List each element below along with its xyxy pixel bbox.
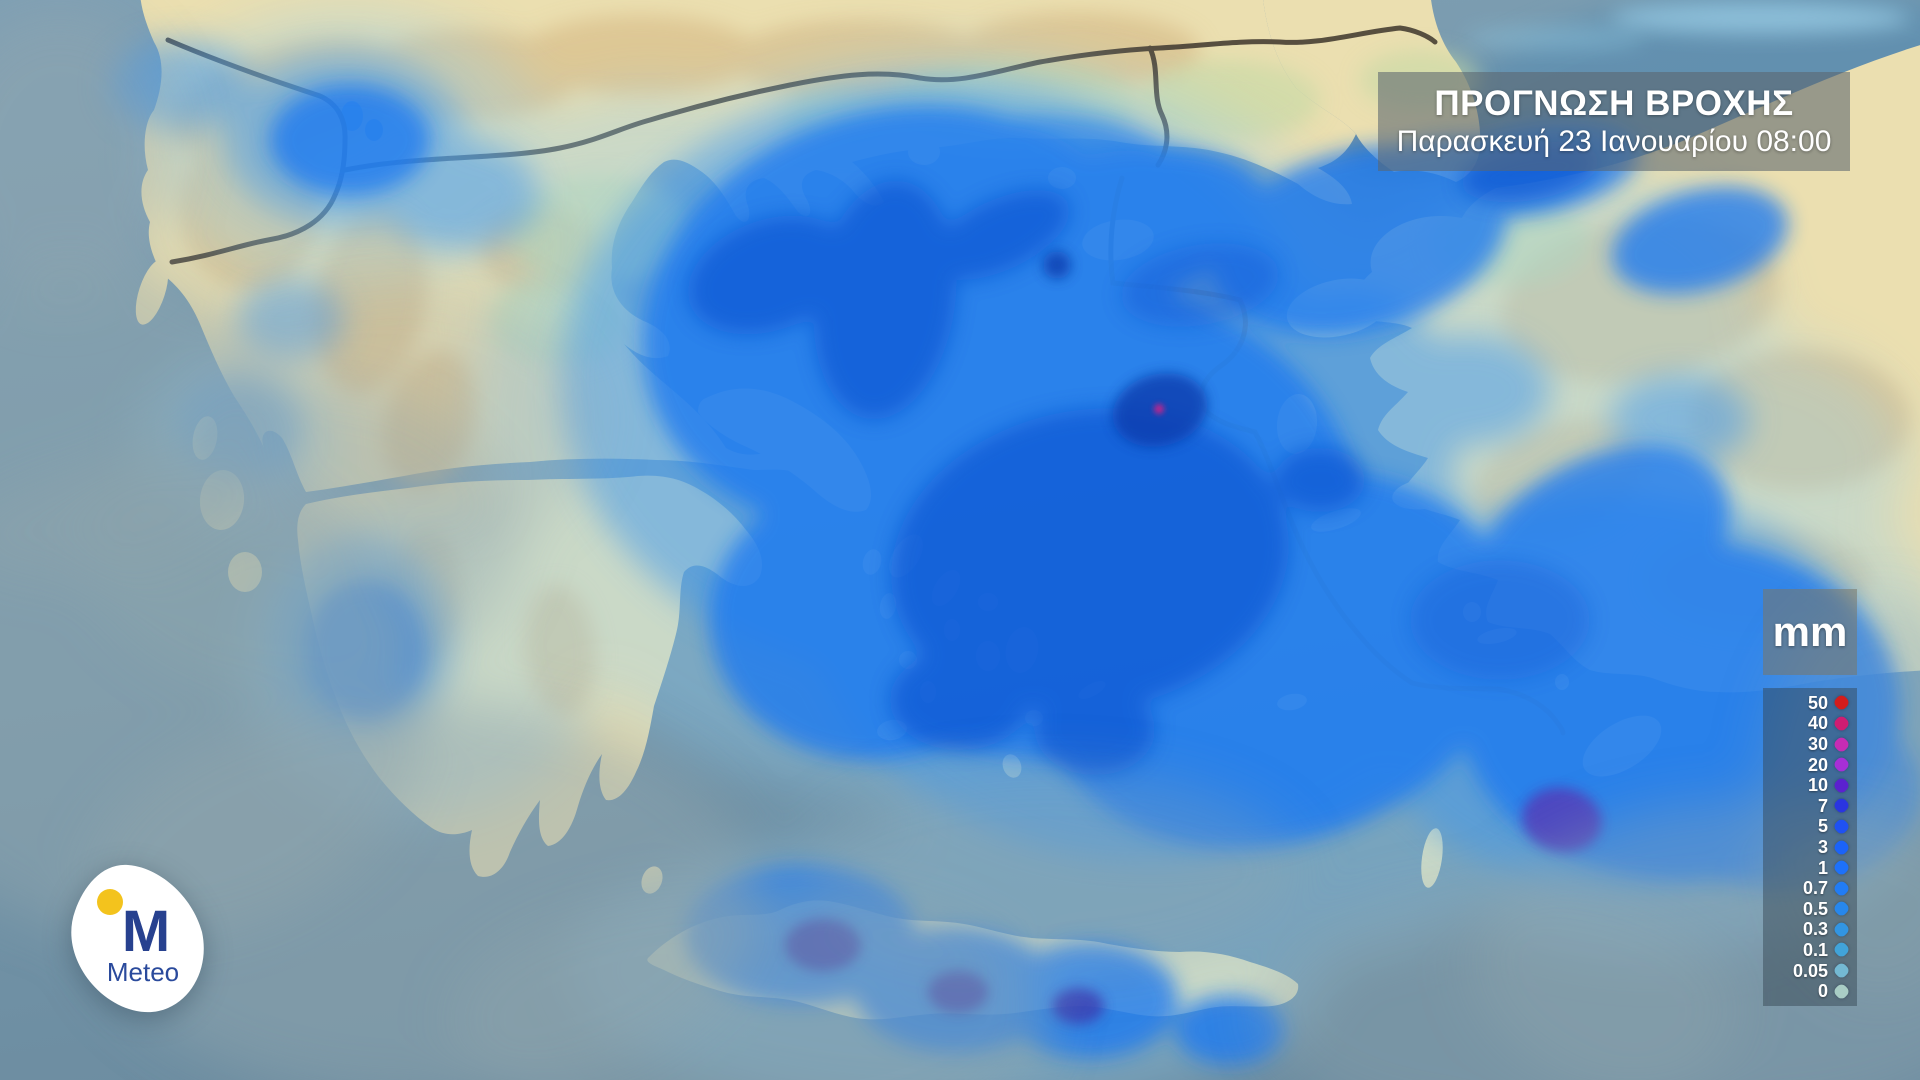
legend-value: 0.1 xyxy=(1802,939,1828,960)
rain-legend: 50 40 30 20 10 7 5 3 1 0.7 xyxy=(1763,688,1857,1006)
legend-value: 20 xyxy=(1807,754,1828,775)
legend-value: 7 xyxy=(1817,795,1828,816)
legend-row: 40 xyxy=(1763,713,1857,734)
forecast-title: ΠΡΟΓΝΩΣΗ ΒΡΟΧΗΣ xyxy=(1434,83,1794,123)
legend-color-marker xyxy=(1832,776,1851,795)
legend-row: 7 xyxy=(1763,796,1857,817)
legend-row: 3 xyxy=(1763,837,1857,858)
legend-unit-box: mm xyxy=(1763,589,1857,675)
legend-value: 10 xyxy=(1807,775,1828,796)
legend-color-marker xyxy=(1832,734,1851,754)
legend-value: 0.3 xyxy=(1802,919,1828,940)
legend-value: 40 xyxy=(1807,713,1828,734)
legend-color-marker xyxy=(1832,714,1851,733)
legend-color-marker xyxy=(1832,837,1851,857)
legend-color-marker xyxy=(1832,878,1851,898)
legend-color-marker xyxy=(1832,981,1851,1001)
meteo-logo-graphic: M Meteo xyxy=(71,864,204,1013)
legend-value: 0.5 xyxy=(1802,898,1828,919)
legend-color-marker xyxy=(1832,920,1851,939)
legend-value: 50 xyxy=(1807,692,1828,713)
legend-color-marker xyxy=(1832,693,1851,713)
legend-row: 0.3 xyxy=(1763,919,1857,940)
legend-value: 0.05 xyxy=(1792,960,1828,981)
legend-color-marker xyxy=(1832,940,1851,960)
logo-brand-text: Meteo xyxy=(107,957,179,987)
legend-value: 30 xyxy=(1807,734,1828,755)
legend-row: 0.1 xyxy=(1763,940,1857,961)
logo-monogram: M xyxy=(122,899,170,964)
legend-row: 10 xyxy=(1763,775,1857,796)
legend-row: 0.7 xyxy=(1763,878,1857,899)
legend-row: 30 xyxy=(1763,734,1857,755)
legend-color-marker xyxy=(1832,817,1851,836)
legend-row: 0 xyxy=(1763,981,1857,1002)
forecast-title-box: ΠΡΟΓΝΩΣΗ ΒΡΟΧΗΣ Παρασκευή 23 Ιανουαρίου … xyxy=(1378,72,1850,171)
fog-layer xyxy=(0,10,1920,1080)
legend-value: 5 xyxy=(1817,816,1828,837)
legend-row: 20 xyxy=(1763,754,1857,775)
legend-value: 0.7 xyxy=(1802,878,1828,899)
legend-row: 5 xyxy=(1763,816,1857,837)
forecast-datetime: Παρασκευή 23 Ιανουαρίου 08:00 xyxy=(1396,124,1832,158)
legend-row: 1 xyxy=(1763,857,1857,878)
legend-unit-label: mm xyxy=(1772,608,1848,655)
legend-row: 0.05 xyxy=(1763,960,1857,981)
meteo-logo: M Meteo xyxy=(55,855,227,1029)
legend-color-marker xyxy=(1832,899,1851,918)
legend-color-marker xyxy=(1832,796,1851,816)
peak-rain-dot xyxy=(1154,404,1164,414)
legend-color-marker xyxy=(1832,755,1851,774)
legend-row: 0.5 xyxy=(1763,898,1857,919)
legend-color-marker xyxy=(1832,858,1851,877)
logo-sun-dot xyxy=(97,889,123,915)
legend-color-marker xyxy=(1832,961,1851,980)
legend-value: 1 xyxy=(1817,857,1828,878)
legend-value: 0 xyxy=(1817,981,1828,1002)
legend-value: 3 xyxy=(1817,837,1828,857)
legend-row: 50 xyxy=(1763,693,1857,714)
